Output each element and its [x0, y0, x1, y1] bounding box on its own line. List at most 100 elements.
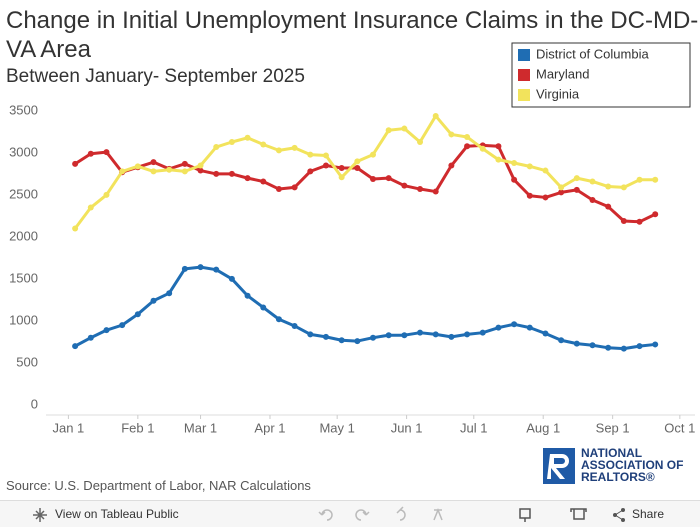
data-point [511, 160, 518, 166]
data-point [150, 168, 157, 175]
data-point [307, 151, 314, 158]
legend-box [511, 42, 691, 108]
data-point [448, 333, 455, 340]
data-point [417, 139, 424, 145]
data-point [495, 324, 502, 331]
data-point [307, 168, 314, 175]
data-point [322, 333, 329, 340]
data-point [338, 165, 345, 172]
data-point [72, 343, 79, 350]
x-tick-label: Feb 1 [121, 420, 154, 435]
data-point [119, 168, 126, 175]
data-point [197, 264, 204, 271]
data-point [558, 189, 565, 196]
data-point [526, 324, 533, 331]
data-point [605, 203, 612, 210]
data-point [354, 338, 361, 345]
data-point [72, 225, 79, 232]
legend-swatch [518, 69, 530, 81]
data-point [260, 141, 267, 148]
logo-r [547, 454, 569, 479]
data-point [448, 131, 455, 138]
x-tick-label: May 1 [319, 420, 354, 435]
data-point [636, 343, 643, 350]
y-tick-label: 1000 [9, 312, 38, 327]
x-tick-label: Oct 1 [664, 420, 695, 435]
x-tick-label: Aug 1 [526, 420, 560, 435]
data-point [322, 162, 329, 169]
data-point [275, 186, 282, 193]
data-point [150, 159, 157, 166]
data-point [87, 150, 94, 157]
data-point [244, 134, 251, 141]
source-note: Source: U.S. Department of Labor, NAR Ca… [6, 478, 311, 493]
logo-text: ASSOCIATION OF [581, 458, 683, 472]
data-point [134, 163, 141, 170]
data-point [573, 186, 580, 193]
data-point [542, 194, 549, 201]
data-point [573, 175, 580, 182]
data-point [432, 112, 439, 119]
data-point [464, 143, 471, 150]
data-point [87, 204, 94, 211]
data-point [291, 184, 298, 191]
data-point [589, 342, 596, 349]
y-tick-label: 0 [31, 396, 38, 411]
data-point [573, 340, 580, 347]
y-tick-label: 3500 [9, 102, 38, 117]
series-line [74, 265, 656, 351]
data-point [354, 165, 361, 172]
y-tick-label: 1500 [9, 270, 38, 285]
share-icon [613, 508, 625, 522]
data-point [150, 297, 157, 304]
data-point [432, 188, 439, 195]
view-on-tableau[interactable]: View on Tableau Public [55, 507, 179, 521]
data-point [354, 158, 361, 165]
data-point [213, 266, 220, 273]
data-point [275, 316, 282, 323]
data-point [322, 152, 329, 159]
data-point [558, 337, 565, 344]
data-point [652, 176, 659, 183]
data-point [385, 127, 392, 134]
data-point [542, 330, 549, 337]
data-point [620, 184, 627, 191]
data-point [620, 217, 627, 224]
data-point [558, 184, 565, 191]
toolbar: View on Tableau Public Share [0, 500, 700, 527]
data-point [260, 178, 267, 185]
data-point [401, 332, 408, 339]
tableau-icon [33, 508, 47, 522]
legend-swatch [518, 89, 530, 101]
data-point [385, 332, 392, 339]
chart-title: Change in Initial Unemployment Insurance… [6, 7, 699, 63]
y-tick-label: 500 [16, 354, 38, 369]
data-point [370, 151, 376, 158]
y-tick-label: 3000 [9, 144, 38, 159]
data-point [495, 156, 502, 163]
data-point [589, 196, 596, 203]
data-point [370, 334, 376, 341]
data-point [166, 166, 173, 173]
data-point [181, 168, 188, 175]
data-point [244, 175, 251, 182]
data-point [526, 192, 533, 199]
data-point [526, 163, 533, 170]
legend-label: District of Columbia [536, 46, 649, 61]
data-point [338, 337, 345, 344]
data-point [103, 327, 110, 334]
x-tick-label: Mar 1 [184, 420, 217, 435]
data-point [275, 147, 282, 154]
data-point [213, 170, 220, 177]
x-tick-label: Jan 1 [52, 420, 84, 435]
data-point [511, 321, 518, 328]
y-tick-label: 2000 [9, 228, 38, 243]
data-point [228, 275, 235, 282]
y-tick-label: 2500 [9, 186, 38, 201]
share[interactable]: Share [632, 507, 665, 521]
logo-text: REALTORS® [581, 470, 655, 484]
data-point [228, 170, 235, 177]
data-point [432, 331, 439, 338]
data-point [479, 329, 486, 336]
x-tick-label: Sep 1 [596, 420, 630, 435]
